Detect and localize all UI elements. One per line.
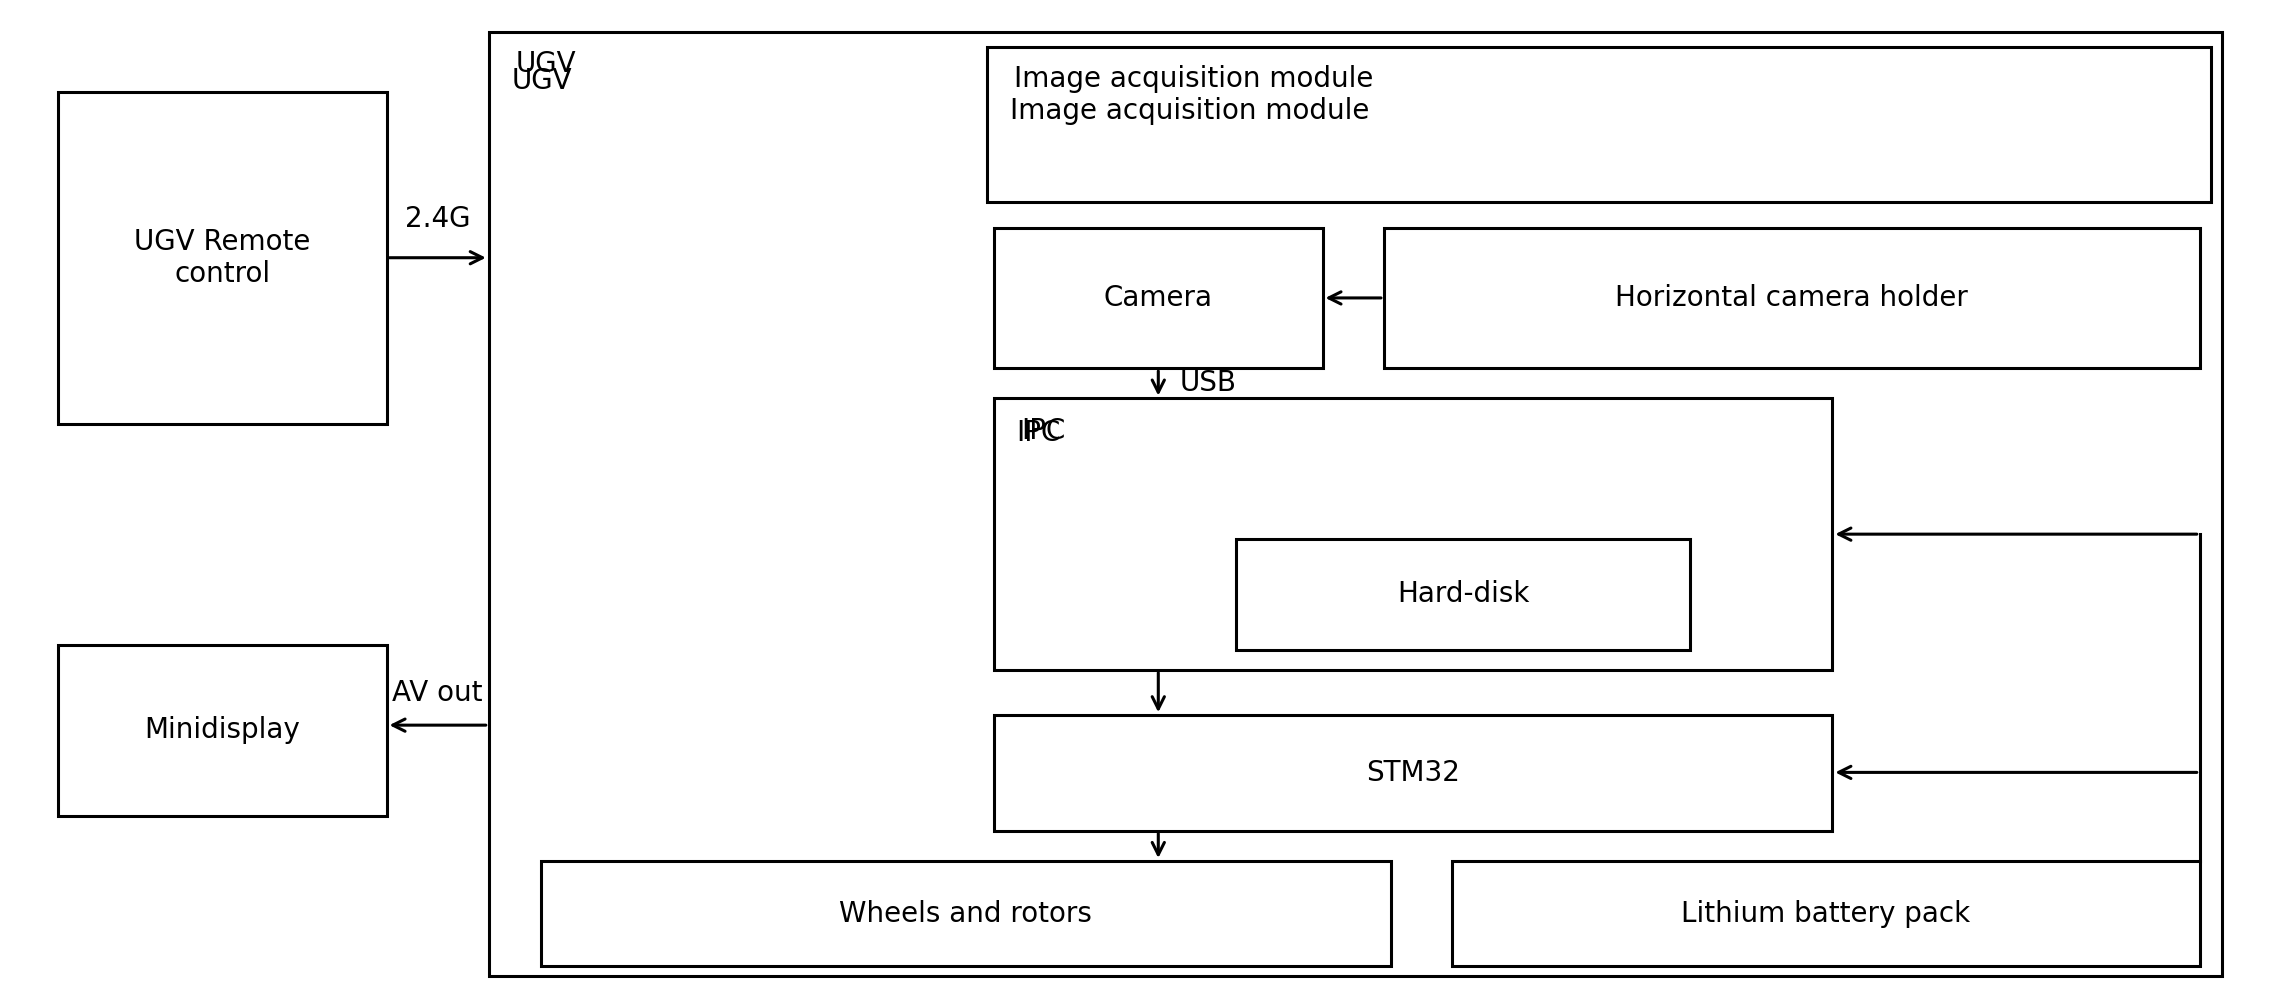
Text: Image acquisition module: Image acquisition module xyxy=(1010,97,1368,125)
Text: Minidisplay: Minidisplay xyxy=(145,716,300,744)
Text: STM32: STM32 xyxy=(1366,759,1461,787)
Bar xyxy=(987,46,2210,203)
Bar xyxy=(59,645,386,815)
Text: 2.4G: 2.4G xyxy=(404,205,470,233)
Bar xyxy=(59,92,386,423)
Text: UGV: UGV xyxy=(515,49,576,78)
Text: Horizontal camera holder: Horizontal camera holder xyxy=(1616,284,1967,311)
Bar xyxy=(540,861,1391,967)
Text: Image acquisition module: Image acquisition module xyxy=(1014,65,1373,93)
Text: IPC: IPC xyxy=(1017,418,1062,447)
Text: Hard-disk: Hard-disk xyxy=(1398,581,1529,609)
Bar xyxy=(1237,539,1690,650)
Bar xyxy=(1452,861,2199,967)
Bar xyxy=(994,228,1323,368)
Text: Camera: Camera xyxy=(1103,284,1214,311)
Text: AV out: AV out xyxy=(393,679,483,707)
Text: IPC: IPC xyxy=(1021,416,1066,445)
Bar xyxy=(1384,228,2199,368)
Text: Lithium battery pack: Lithium battery pack xyxy=(1681,899,1969,927)
Text: UGV: UGV xyxy=(511,67,572,95)
Bar xyxy=(994,398,1833,670)
Bar xyxy=(994,715,1833,831)
Text: USB: USB xyxy=(1180,369,1237,397)
Text: UGV Remote
control: UGV Remote control xyxy=(134,228,311,288)
Bar xyxy=(488,31,2221,977)
Text: Wheels and rotors: Wheels and rotors xyxy=(840,899,1091,927)
